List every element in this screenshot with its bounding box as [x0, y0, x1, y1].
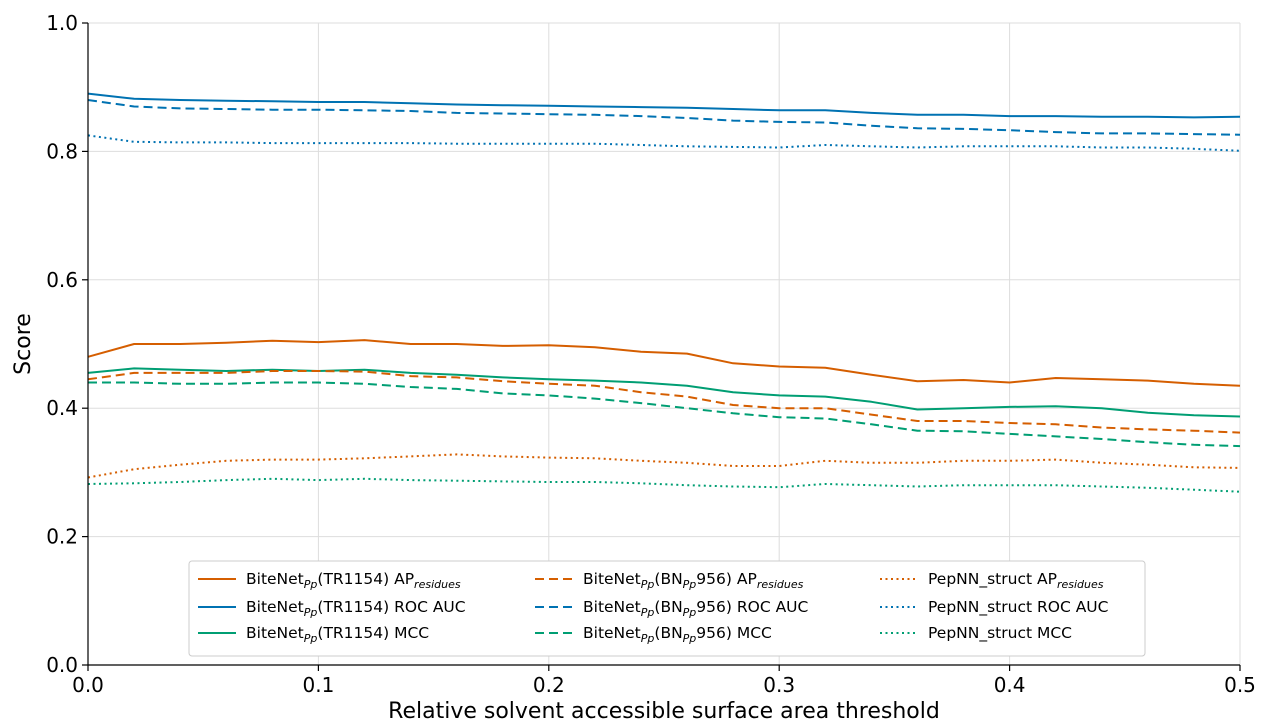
x-tick-label: 0.2 [533, 673, 565, 697]
ticks: 0.0 0.1 0.2 0.3 0.4 0.5 0.0 0.2 0.4 0.6 0.8 1.0 [46, 11, 1256, 697]
y-tick-label: 0.4 [46, 396, 78, 420]
series-line-3 [87, 370, 1241, 434]
x-tick-label: 0.1 [302, 673, 334, 697]
series-line-4 [87, 99, 1241, 136]
series-line-6 [87, 453, 1241, 479]
legend-label-2: BiteNetPp(TR1154) MCC [246, 624, 429, 645]
legend-label-4: BiteNetPp(BNPp956) ROC AUC [583, 598, 808, 619]
legend-label-8: PepNN_struct MCC [928, 624, 1072, 643]
series-line-0 [87, 339, 1241, 387]
y-axis-label: Score [11, 313, 36, 375]
legend-label-0: BiteNetPp(TR1154) APresidues [246, 570, 461, 591]
legend-label-3: BiteNetPp(BNPp956) APresidues [583, 570, 804, 591]
x-tick-label: 0.0 [72, 673, 104, 697]
series-line-1 [87, 92, 1241, 119]
series-line-2 [87, 367, 1241, 418]
legend-label-6: PepNN_struct APresidues [928, 570, 1104, 591]
y-tick-label: 0.6 [46, 268, 78, 292]
y-tick-label: 1.0 [46, 11, 78, 35]
y-tick-label: 0.8 [46, 139, 78, 163]
x-tick-label: 0.5 [1224, 673, 1256, 697]
x-tick-label: 0.4 [994, 673, 1026, 697]
legend-label-5: BiteNetPp(BNPp956) MCC [583, 624, 772, 645]
x-axis-label: Relative solvent accessible surface area… [388, 699, 940, 724]
axes [87, 23, 1240, 666]
x-tick-label: 0.3 [763, 673, 795, 697]
legend-box [188, 560, 1146, 657]
series-line-7 [87, 134, 1241, 152]
series-line-8 [87, 477, 1241, 493]
legend-label-7: PepNN_struct ROC AUC [928, 598, 1108, 617]
series-lines [87, 92, 1241, 493]
y-tick-label: 0.2 [46, 525, 78, 549]
y-tick-label: 0.0 [46, 653, 78, 677]
legend: BiteNetPp(TR1154) APresidues BiteNetPp(TR… [188, 560, 1146, 657]
legend-label-1: BiteNetPp(TR1154) ROC AUC [246, 598, 466, 619]
series-line-5 [88, 381, 1241, 448]
